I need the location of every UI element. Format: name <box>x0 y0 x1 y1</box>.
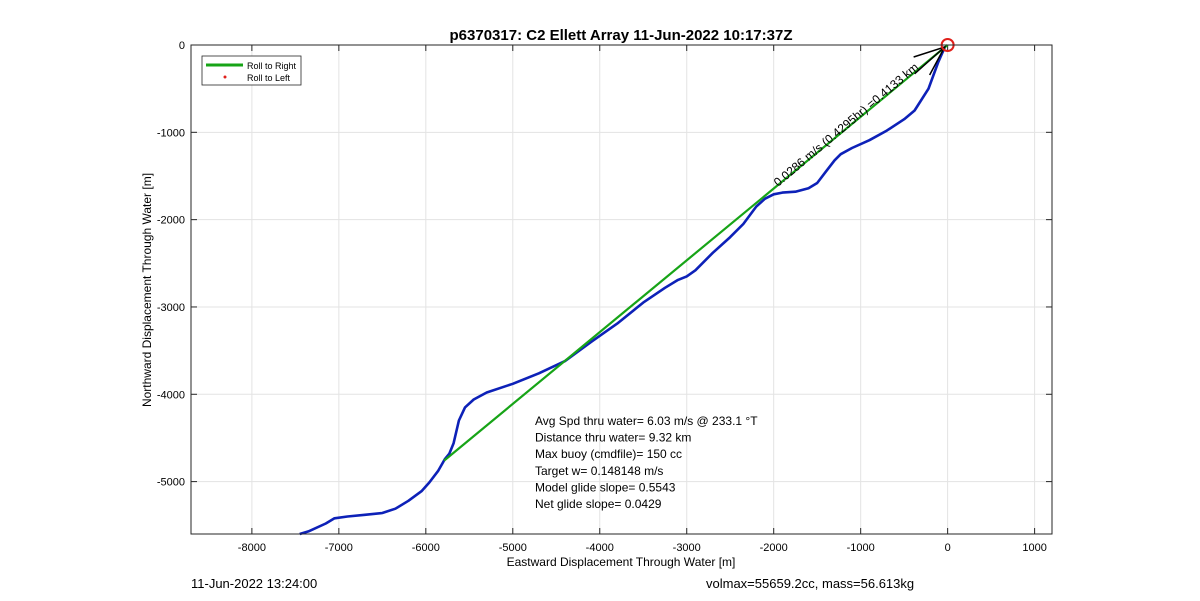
footer-volmax-mass: volmax=55659.2cc, mass=56.613kg <box>706 576 915 591</box>
legend-box <box>201 55 302 86</box>
legend: Roll to Right Roll to Left <box>201 55 302 86</box>
x-tick-label: 1000 <box>1022 542 1046 554</box>
y-tick-label: -4000 <box>157 389 185 401</box>
x-tick-label: -8000 <box>238 542 266 554</box>
x-tick-label: -1000 <box>847 542 875 554</box>
y-axis-label: Northward Displacement Through Water [m] <box>140 173 154 407</box>
arrow-head <box>913 45 947 76</box>
y-tick-label: 0 <box>179 40 185 52</box>
x-axis-label: Eastward Displacement Through Water [m] <box>507 555 736 569</box>
annotation-line: Target w= 0.148148 m/s <box>535 464 663 478</box>
y-tick-label: -2000 <box>157 215 185 227</box>
x-tick-label: -7000 <box>325 542 353 554</box>
chart-title: p6370317: C2 Ellett Array 11-Jun-2022 10… <box>450 27 793 44</box>
x-tick-label: -4000 <box>586 542 614 554</box>
x-tick-label: -2000 <box>760 542 788 554</box>
arrow-shaft <box>914 46 946 75</box>
x-tick-label: -6000 <box>412 542 440 554</box>
legend-label: Roll to Right <box>247 61 297 71</box>
roll-right-line <box>443 44 949 462</box>
legend-label: Roll to Left <box>247 73 291 83</box>
x-tick-label: -5000 <box>499 542 527 554</box>
plot-frame <box>190 44 1053 535</box>
x-tick-label: 0 <box>945 542 951 554</box>
x-tick-label: -3000 <box>673 542 701 554</box>
track-line <box>299 46 947 536</box>
plot-lines <box>299 44 949 536</box>
y-tick-label: -5000 <box>157 477 185 489</box>
y-tick-label: -1000 <box>157 127 185 139</box>
footer-timestamp: 11-Jun-2022 13:24:00 <box>191 576 318 591</box>
stats-annotations: Avg Spd thru water= 6.03 m/s @ 233.1 °T D… <box>535 414 758 511</box>
y-tick-label: -3000 <box>157 302 185 314</box>
annotation-line: Avg Spd thru water= 6.03 m/s @ 233.1 °T <box>535 414 758 428</box>
annotation-line: Max buoy (cmdfile)= 150 cc <box>535 447 682 461</box>
annotation-line: Model glide slope= 0.5543 <box>535 480 676 494</box>
ticks: -8000 -7000 -6000 -5000 -4000 -3000 -2000 -1000… <box>157 40 1052 554</box>
annotation-line: Net glide slope= 0.0429 <box>535 497 662 511</box>
annotation-line: Distance thru water= 9.32 km <box>535 431 691 445</box>
legend-swatch-roll-left <box>223 75 227 79</box>
current-label: 0.0286 m/s (0.4295hr) =0.4133 km <box>771 60 921 189</box>
